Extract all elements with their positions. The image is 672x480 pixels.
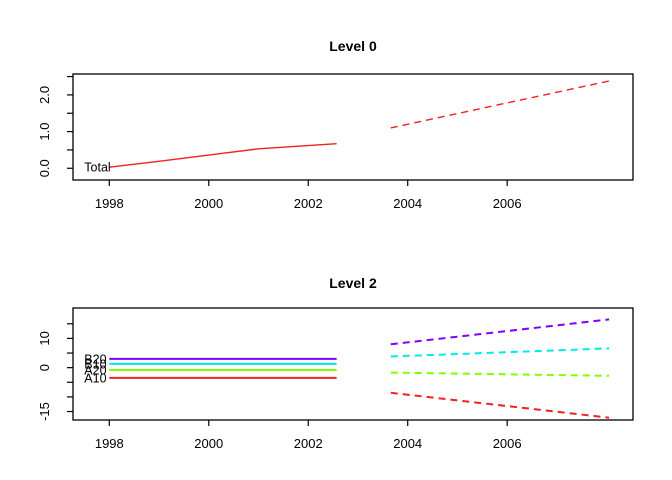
axes-layer-level0: 1998 2000 2002 2004 2006 0.0 1.0 2.0 xyxy=(37,75,522,211)
panel-level0: Level 0 1998 2000 2002 2004 2006 0.0 1.0 2.0 To… xyxy=(37,38,634,211)
x-tick-label: 1998 xyxy=(95,196,124,211)
series-layer-level0: Total xyxy=(84,80,610,175)
x-tick-label: 2006 xyxy=(493,436,522,451)
x-tick-label: 2004 xyxy=(393,436,422,451)
y-tick-label: 2.0 xyxy=(37,86,52,104)
x-tick-label: 2000 xyxy=(194,196,223,211)
series-line-total xyxy=(109,143,337,168)
series-line-a10-forecast xyxy=(390,391,610,419)
panel-level2: Level 2 1998 2000 2002 2004 2006 -15 0 10 B20B1… xyxy=(37,275,634,451)
y-tick-label: 0 xyxy=(37,364,52,371)
panel-title-level0: Level 0 xyxy=(329,38,377,54)
x-tick-label: 2000 xyxy=(194,436,223,451)
y-tick-label: 10 xyxy=(37,331,52,345)
series-label-total: Total xyxy=(84,161,110,175)
series-label-b10: B10 xyxy=(84,357,106,371)
series-line-a20-forecast xyxy=(390,371,610,377)
y-tick-label: 0.0 xyxy=(37,159,52,177)
x-tick-label: 2006 xyxy=(493,196,522,211)
plot-border-level0 xyxy=(72,73,634,181)
x-tick-label: 2002 xyxy=(294,196,323,211)
series-line-b20-forecast xyxy=(390,318,610,346)
plot-border-level2 xyxy=(72,307,634,421)
panel-title-level2: Level 2 xyxy=(329,275,377,291)
series-line-b10-forecast xyxy=(390,347,610,358)
x-tick-label: 1998 xyxy=(95,436,124,451)
y-tick-label: 1.0 xyxy=(37,123,52,141)
series-label-b20: B20 xyxy=(84,352,106,366)
series-label-a10: A10 xyxy=(84,371,106,385)
series-line-total-forecast xyxy=(390,80,610,129)
x-tick-label: 2002 xyxy=(294,436,323,451)
x-tick-label: 2004 xyxy=(393,196,422,211)
series-label-a20: A20 xyxy=(84,363,106,377)
axes-layer-level2: 1998 2000 2002 2004 2006 -15 0 10 xyxy=(37,323,522,451)
y-tick-label: -15 xyxy=(37,402,52,421)
